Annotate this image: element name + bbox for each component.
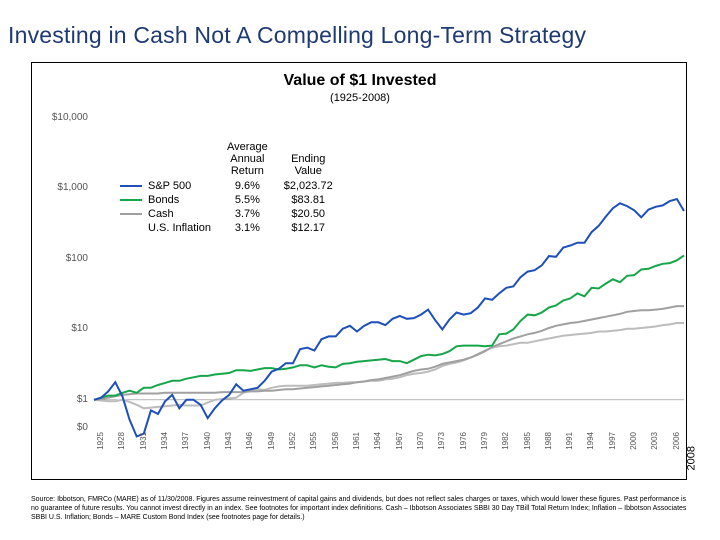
legend-col-end: EndingValue [276, 139, 341, 179]
legend-ending-value: $12.17 [276, 221, 341, 235]
x-axis-label: 1949 [267, 432, 276, 458]
x-axis-label: 1928 [117, 432, 126, 458]
x-axis-label: 1967 [395, 432, 404, 458]
y-axis-label: $10,000 [42, 112, 88, 123]
x-axis-label: 1955 [309, 432, 318, 458]
x-axis-label: 1952 [288, 432, 297, 458]
x-axis-label: 1958 [331, 432, 340, 458]
legend-avg-return: 3.7% [219, 207, 276, 221]
page-title: Investing in Cash Not A Compelling Long-… [8, 22, 586, 49]
y-axis-label: $1,000 [42, 182, 88, 193]
legend-col-avg: AverageAnnualReturn [219, 139, 276, 179]
y-axis-label: $0 [42, 422, 88, 433]
chart-title: Value of $1 Invested [0, 72, 720, 90]
legend-ending-value: $20.50 [276, 207, 341, 221]
x-axis-label: 1997 [608, 432, 617, 458]
x-axis-label: 1985 [523, 432, 532, 458]
x-axis-label: 1961 [352, 432, 361, 458]
legend-series-name: U.S. Inflation [144, 221, 219, 235]
x-axis-label: 1937 [181, 432, 190, 458]
legend-ending-value: $83.81 [276, 193, 341, 207]
chart-subtitle: (1925-2008) [0, 92, 720, 104]
x-axis-label: 1970 [416, 432, 425, 458]
x-axis-label: 1934 [160, 432, 169, 458]
x-axis-label: 1994 [586, 432, 595, 458]
legend-table: AverageAnnualReturn EndingValue S&P 5009… [118, 139, 341, 235]
x-axis-label: 1976 [459, 432, 468, 458]
footnote: Source: Ibbotson, FMRCo (MARE) as of 11/… [31, 496, 687, 522]
x-axis-label: 1940 [203, 432, 212, 458]
year-end-label: 2008 [685, 446, 697, 470]
x-axis-label: 1979 [480, 432, 489, 458]
x-axis-label: 1991 [565, 432, 574, 458]
legend-avg-return: 9.6% [219, 179, 276, 193]
series-inflation [94, 323, 684, 408]
x-axis-label: 1964 [373, 432, 382, 458]
x-axis-label: 1943 [224, 432, 233, 458]
y-axis-label: $1 [42, 394, 88, 405]
x-axis-label: 1973 [437, 432, 446, 458]
y-axis-label: $100 [42, 253, 88, 264]
x-axis-label: 1931 [139, 432, 148, 458]
x-axis-label: 2006 [672, 432, 681, 458]
x-axis-label: 2000 [629, 432, 638, 458]
legend-avg-return: 5.5% [219, 193, 276, 207]
x-axis-label: 1988 [544, 432, 553, 458]
y-axis-label: $10 [42, 323, 88, 334]
x-axis-label: 1925 [96, 432, 105, 458]
series-cash [94, 306, 684, 400]
legend-row: S&P 5009.6%$2,023.72 [118, 179, 341, 193]
legend-series-name: Cash [144, 207, 219, 221]
legend-row: U.S. Inflation3.1%$12.17 [118, 221, 341, 235]
x-axis-label: 2003 [650, 432, 659, 458]
legend-row: Bonds5.5%$83.81 [118, 193, 341, 207]
legend-avg-return: 3.1% [219, 221, 276, 235]
legend-ending-value: $2,023.72 [276, 179, 341, 193]
x-axis-label: 1946 [245, 432, 254, 458]
legend-series-name: Bonds [144, 193, 219, 207]
legend-box: AverageAnnualReturn EndingValue S&P 5009… [118, 139, 418, 235]
legend-row: Cash3.7%$20.50 [118, 207, 341, 221]
legend-series-name: S&P 500 [144, 179, 219, 193]
x-axis-label: 1982 [501, 432, 510, 458]
